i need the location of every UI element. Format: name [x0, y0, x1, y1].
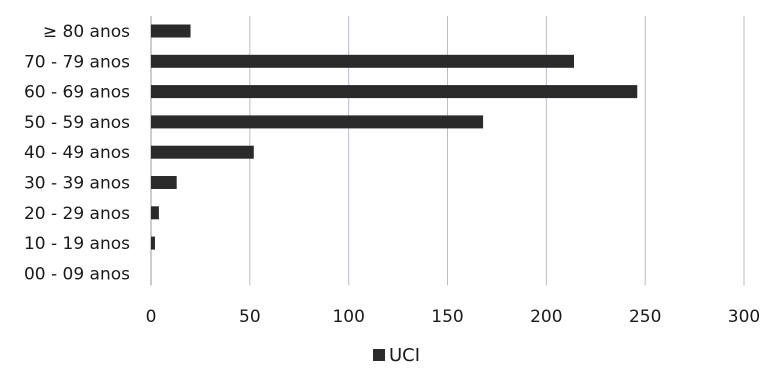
- bar: [151, 24, 191, 38]
- category-label: ≥ 80 anos: [43, 22, 130, 42]
- bar: [151, 176, 177, 189]
- bar: [151, 206, 159, 220]
- x-tick-label: 200: [530, 307, 562, 327]
- x-tick-label: 250: [629, 307, 661, 327]
- bar: [151, 115, 484, 129]
- x-tick-labels: 0 50 100 150 200 250 300: [146, 307, 760, 327]
- bar: [151, 236, 155, 250]
- category-label: 30 - 39 anos: [24, 174, 130, 194]
- legend: UCI: [373, 345, 420, 366]
- x-tick-label: 0: [146, 307, 157, 327]
- bar: [151, 85, 638, 99]
- category-label: 00 - 09 anos: [24, 264, 130, 284]
- category-label: 50 - 59 anos: [24, 113, 130, 133]
- x-tick-label: 100: [332, 307, 364, 327]
- category-label: 60 - 69 anos: [24, 83, 130, 103]
- category-label: 40 - 49 anos: [24, 143, 130, 163]
- bars: [151, 24, 638, 250]
- category-labels: ≥ 80 anos 70 - 79 anos 60 - 69 anos 50 - 59…: [24, 22, 130, 284]
- bar: [151, 145, 254, 159]
- legend-label: UCI: [389, 345, 420, 366]
- x-tick-label: 50: [239, 307, 261, 327]
- category-label: 70 - 79 anos: [24, 52, 130, 72]
- category-label: 10 - 19 anos: [24, 234, 130, 254]
- legend-swatch: [373, 349, 385, 361]
- x-tick-label: 150: [431, 307, 463, 327]
- bar: [151, 54, 575, 68]
- category-label: 20 - 29 anos: [24, 204, 130, 224]
- x-tick-label: 300: [728, 307, 760, 327]
